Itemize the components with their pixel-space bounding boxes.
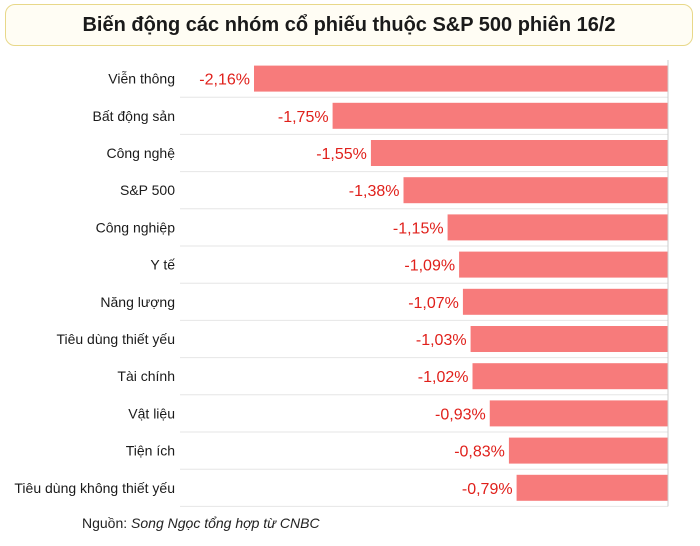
value-label: -1,09% <box>404 258 455 275</box>
source-author: Song Ngọc tổng hợp từ CNBC <box>131 515 320 531</box>
bar <box>489 400 668 427</box>
bar <box>516 474 668 501</box>
bar <box>403 177 668 204</box>
category-label: Y tế <box>150 257 175 273</box>
category-label: S&P 500 <box>120 182 175 198</box>
value-label: -0,79% <box>462 481 513 498</box>
category-label: Bất động sản <box>92 108 175 124</box>
source-label: Nguồn: <box>82 515 128 531</box>
value-label: -1,03% <box>416 332 467 349</box>
category-label: Tiêu dùng thiết yếu <box>56 331 175 347</box>
category-label: Vật liệu <box>128 405 175 421</box>
value-label: -0,83% <box>454 444 505 461</box>
value-label: -1,38% <box>349 183 400 200</box>
bar-chart: Viễn thông -2,16% Bất động sản -1,75% Công n… <box>14 60 669 507</box>
bar <box>254 65 668 92</box>
category-label: Tài chính <box>117 368 175 384</box>
value-label: -1,15% <box>393 220 444 237</box>
value-label: -1,75% <box>278 109 329 126</box>
category-label: Tiện ích <box>126 443 175 459</box>
bar <box>470 326 668 352</box>
chart-title: Biến động các nhóm cổ phiếu thuộc S&P 50… <box>82 13 616 36</box>
category-label: Viễn thông <box>108 71 175 87</box>
value-label: -1,55% <box>316 146 367 163</box>
bar <box>472 363 668 390</box>
bar <box>462 288 668 315</box>
bar <box>332 102 668 129</box>
category-label: Năng lượng <box>100 294 175 310</box>
category-label: Tiêu dùng không thiết yếu <box>14 480 175 496</box>
source-note: Nguồn: Song Ngọc tổng hợp từ CNBC <box>82 515 320 531</box>
value-label: -1,02% <box>418 369 469 386</box>
bar <box>447 214 668 241</box>
category-label: Công nghệ <box>106 145 175 161</box>
bar <box>459 251 668 278</box>
value-label: -2,16% <box>199 72 250 89</box>
value-label: -1,07% <box>408 295 459 312</box>
bar <box>508 437 668 464</box>
category-label: Công nghiệp <box>96 219 176 235</box>
value-label: -0,93% <box>435 406 486 423</box>
chart-title-box: Biến động các nhóm cổ phiếu thuộc S&P 50… <box>5 4 693 46</box>
bar <box>370 140 668 166</box>
